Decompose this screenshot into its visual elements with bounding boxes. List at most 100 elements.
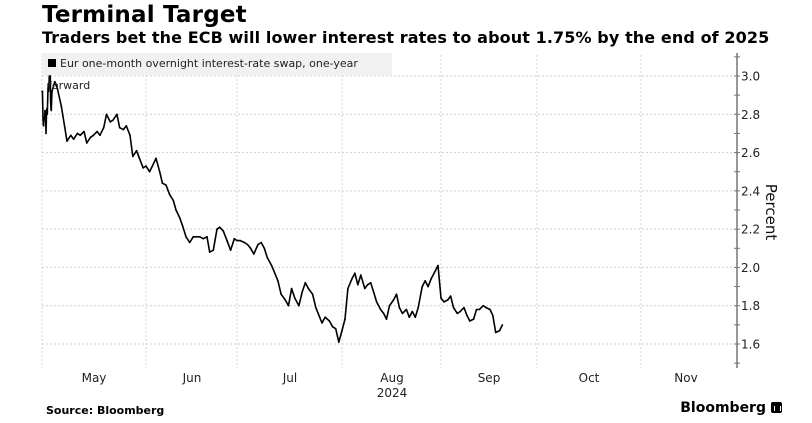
x-tick-label: Nov — [674, 371, 697, 385]
data-point — [44, 115, 47, 117]
legend-swatch — [48, 59, 56, 67]
data-point — [357, 283, 359, 286]
y-tick-label: 2.6 — [741, 146, 760, 160]
data-point — [99, 134, 101, 137]
data-point — [236, 239, 238, 242]
data-point — [408, 316, 411, 319]
data-point — [437, 264, 439, 267]
data-point — [321, 322, 323, 324]
data-point — [263, 247, 266, 250]
data-point — [456, 312, 459, 315]
data-point — [463, 306, 465, 309]
data-point — [226, 239, 228, 242]
chart-title: Terminal Target — [42, 2, 247, 28]
data-point — [145, 165, 147, 167]
data-point — [324, 316, 327, 319]
data-point — [341, 329, 343, 332]
data-point — [243, 241, 246, 244]
data-point — [401, 312, 404, 315]
data-point — [354, 272, 356, 275]
x-tick-label: Jul — [282, 371, 297, 385]
data-point — [70, 134, 72, 137]
data-point — [109, 121, 112, 123]
data-point — [405, 308, 408, 311]
data-point — [79, 134, 81, 137]
y-axis: 1.6 1.8 2.0 2.2 2.4 2.6 2.8 3.0 — [734, 53, 760, 368]
y-tick-label: 2.2 — [741, 223, 760, 237]
data-point — [294, 297, 296, 299]
data-point — [469, 320, 471, 322]
data-point — [360, 274, 362, 276]
data-point — [148, 170, 151, 173]
data-point — [222, 230, 225, 232]
data-point — [45, 109, 48, 112]
data-point — [369, 281, 372, 284]
data-point — [60, 105, 63, 108]
x-tick-label: May — [82, 371, 107, 385]
y-tick-label: 1.6 — [741, 338, 760, 352]
data-point — [135, 149, 138, 152]
data-point — [185, 236, 187, 238]
data-point — [63, 123, 65, 125]
data-point — [229, 249, 232, 251]
data-point — [50, 100, 53, 102]
data-point — [118, 126, 121, 129]
data-point — [138, 157, 141, 160]
data-point — [43, 117, 46, 119]
grid — [41, 55, 737, 368]
data-point — [44, 111, 47, 114]
y-tick-label: 1.8 — [741, 299, 760, 313]
data-point — [41, 102, 44, 104]
data-point — [411, 310, 414, 313]
data-point — [492, 314, 494, 317]
data-point — [116, 113, 118, 116]
data-point — [208, 251, 211, 253]
y-tick-label: 3.0 — [741, 70, 760, 84]
data-point — [195, 236, 197, 238]
data-point — [72, 138, 75, 140]
data-point — [466, 314, 468, 317]
data-point — [351, 278, 353, 280]
y-axis-title: Percent — [762, 184, 780, 241]
x-axis: May Jun Jul Aug Sep Oct Nov 2024 — [82, 371, 698, 400]
data-point — [47, 90, 50, 93]
data-point — [398, 306, 401, 309]
data-point — [112, 119, 114, 121]
x-tick-label: Jun — [182, 371, 202, 385]
data-point — [66, 140, 68, 142]
data-point — [482, 304, 485, 307]
data-point — [249, 247, 252, 250]
data-point — [301, 291, 303, 294]
data-point — [198, 236, 201, 238]
data-point — [475, 308, 478, 311]
data-point — [178, 216, 181, 219]
data-point — [260, 241, 263, 244]
data-point — [446, 299, 449, 301]
data-point — [459, 310, 462, 313]
data-point — [375, 301, 378, 303]
data-point — [50, 109, 53, 112]
data-point — [42, 117, 44, 119]
data-point — [48, 84, 51, 87]
data-point — [364, 287, 366, 290]
data-point — [501, 324, 504, 326]
data-point — [188, 241, 191, 244]
data-point — [155, 157, 157, 160]
x-tick-label: Sep — [478, 371, 501, 385]
data-point — [489, 308, 491, 311]
data-point — [50, 107, 52, 110]
data-point — [253, 253, 255, 255]
data-point — [385, 318, 388, 320]
data-point — [45, 132, 47, 135]
data-point — [347, 287, 349, 290]
data-point — [307, 287, 310, 290]
data-point — [498, 329, 501, 332]
data-point — [338, 341, 340, 343]
brand-name: Bloomberg — [680, 400, 766, 416]
data-point — [233, 237, 236, 240]
legend-label: Eur one-month overnight interest-rate sw… — [48, 57, 358, 92]
x-year-label: 2024 — [377, 386, 408, 400]
data-point — [122, 128, 125, 131]
data-point — [434, 270, 436, 273]
data-point — [318, 314, 320, 317]
